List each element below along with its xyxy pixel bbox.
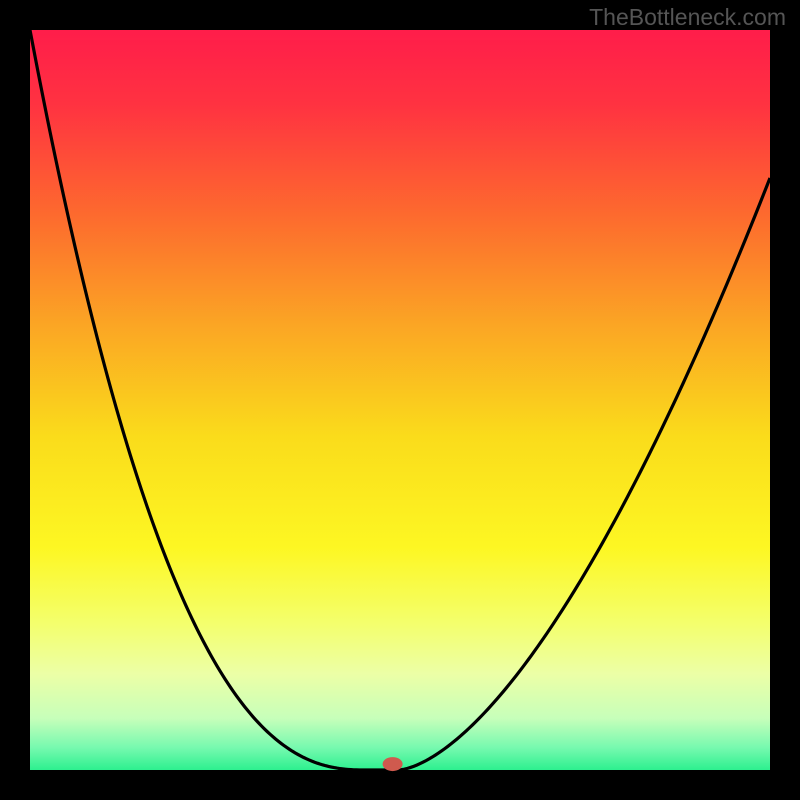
bottleneck-chart [0, 0, 800, 800]
plot-background [30, 30, 770, 770]
optimal-point-marker [383, 757, 403, 771]
chart-container: TheBottleneck.com [0, 0, 800, 800]
watermark-text: TheBottleneck.com [589, 4, 786, 31]
